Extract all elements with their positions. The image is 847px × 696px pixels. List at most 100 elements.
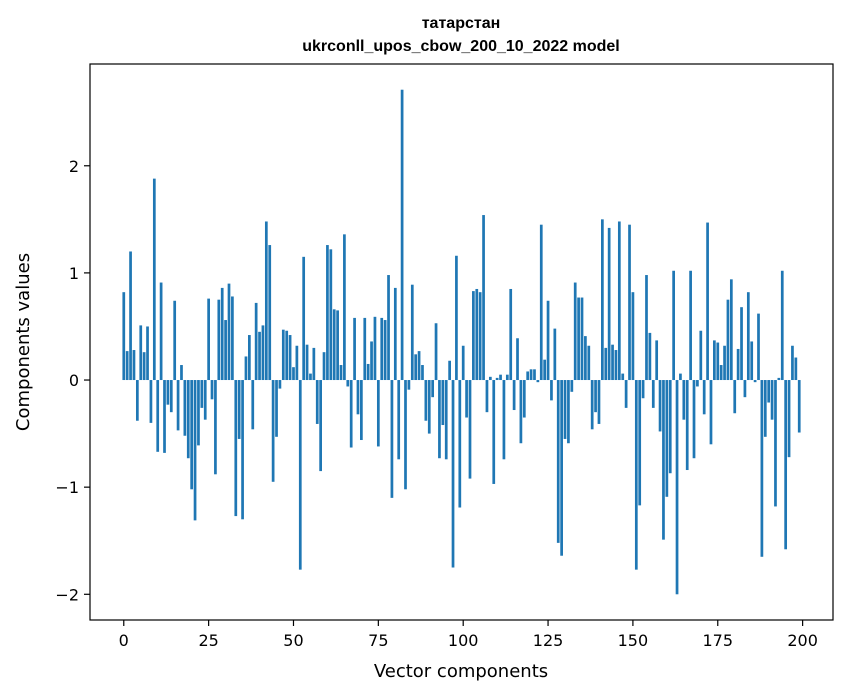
bar [580,297,584,381]
bar [665,380,669,497]
bar [556,380,560,543]
bar [125,351,129,381]
bar [488,376,492,381]
bar [641,380,645,399]
bar [292,367,295,381]
bar [736,348,740,381]
bar [122,292,126,381]
y-tick-label: 0 [69,371,79,390]
bar [366,363,370,381]
bar [509,288,513,381]
bar [173,300,177,381]
x-axis-label: Vector components [374,661,548,682]
bar [410,284,414,381]
bar [309,373,312,381]
bar [689,270,692,381]
bar [383,320,387,381]
bar [550,380,553,401]
bar [760,380,764,557]
bar [505,374,509,381]
bar [617,221,621,381]
bar [197,380,200,446]
bar [163,380,166,453]
bar [461,345,465,381]
bar [516,338,519,381]
bar [427,380,431,434]
bar [526,371,530,381]
bar [434,323,438,381]
bar [628,224,631,381]
bar [353,317,356,381]
bar [553,328,557,381]
bar [132,350,136,381]
bar [763,380,767,437]
bar [597,380,601,424]
bar [502,380,506,460]
bar [417,351,421,381]
bar [594,380,597,413]
bar [499,374,502,381]
bar [237,380,241,439]
bar [393,287,397,381]
bar [624,380,628,408]
bar [522,380,526,418]
bar [539,224,543,381]
bar [784,380,788,550]
bar [207,298,210,381]
bar [743,380,747,398]
bar [448,360,451,381]
chart-title-line-1: татарстан [422,15,501,32]
bar-series [122,89,801,595]
bar [696,380,699,387]
bar [135,380,139,421]
bar [315,380,319,424]
bar [254,302,258,381]
y-tick-label: −2 [55,585,79,604]
bar [336,310,339,381]
bar [451,380,455,568]
bar [577,297,580,381]
bar [519,380,523,444]
bar [295,345,299,381]
bar [614,350,618,381]
y-axis-label: Components values [13,253,34,431]
bar [414,354,418,381]
bar [750,341,754,381]
bar [675,380,679,595]
bar [244,356,248,381]
bar [482,215,485,381]
bar [794,357,798,381]
bar [685,380,689,471]
bar [319,380,322,472]
bar [706,222,709,381]
x-tick-label: 150 [618,631,649,650]
bar [472,291,475,381]
bar [455,255,458,381]
bar [611,344,614,381]
bar [757,313,760,381]
bar [699,330,703,381]
x-tick-label: 175 [702,631,733,650]
bar [478,292,482,381]
bar [563,380,567,439]
bar [281,329,285,381]
bar [349,380,353,448]
bar [777,377,781,381]
bar [797,380,801,433]
bar [261,325,265,381]
bar [224,320,227,381]
bar [546,300,550,381]
bar [529,369,533,381]
bar [271,380,275,482]
bar [655,340,659,381]
bar [370,341,373,381]
bar [421,365,424,381]
bar [512,380,516,411]
bar [298,380,302,570]
bar [607,227,611,381]
bar [146,326,149,381]
bar [441,380,445,426]
bar [227,283,231,381]
bar [248,335,251,381]
